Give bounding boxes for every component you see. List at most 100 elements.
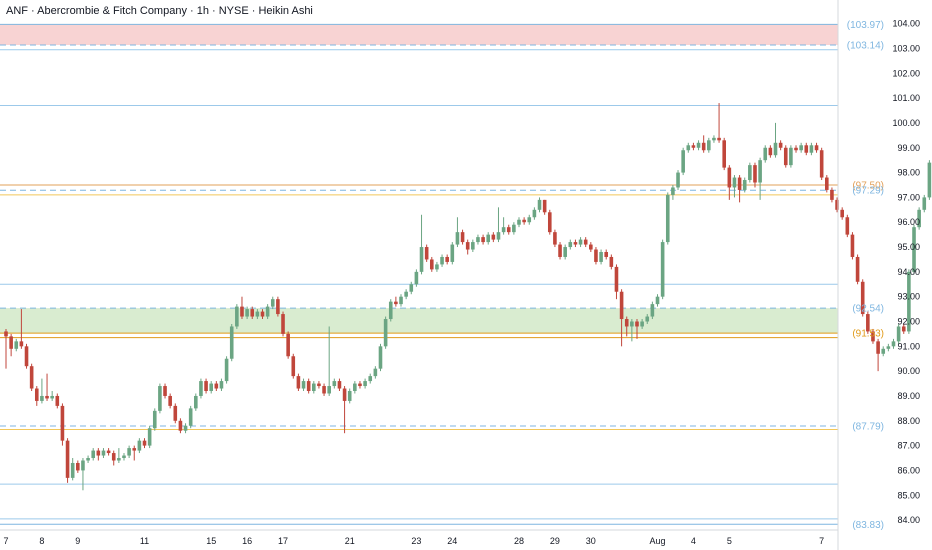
candle <box>830 187 834 203</box>
candle <box>445 254 449 265</box>
candle-body <box>660 242 665 297</box>
candle <box>655 294 660 307</box>
candle <box>896 323 901 344</box>
candle <box>901 323 906 334</box>
candle <box>717 103 721 143</box>
candle-body <box>686 145 691 151</box>
candle <box>388 299 393 322</box>
candle-body <box>891 341 896 347</box>
candle <box>532 207 537 220</box>
candle <box>9 333 13 357</box>
candle <box>794 145 798 153</box>
candle <box>481 234 485 245</box>
candle-body <box>394 301 398 305</box>
candle <box>204 378 208 394</box>
candle-body <box>773 142 778 156</box>
candle-body <box>732 177 737 188</box>
candle <box>681 147 685 176</box>
time-tick-label: 11 <box>140 536 149 546</box>
candle <box>353 381 357 394</box>
candle <box>24 343 29 369</box>
candle-body <box>860 281 865 315</box>
candle <box>281 311 285 337</box>
candle <box>696 140 701 151</box>
candle-body <box>481 237 485 243</box>
time-axis[interactable]: 7 8 9 11 15 16 17 21 23 24 28 29 30 Aug 4 5 7 <box>3 536 824 546</box>
price-tick-label: 104.00 <box>892 19 920 29</box>
chart-title: ANF · Abercrombie & Fitch Company · 1h ·… <box>6 5 313 17</box>
candle <box>337 378 342 392</box>
candle <box>814 142 819 153</box>
candle <box>635 319 639 339</box>
candle-body <box>306 381 311 392</box>
candle-body <box>614 266 619 292</box>
candle <box>34 386 39 406</box>
candle <box>573 239 578 248</box>
candle <box>630 319 634 342</box>
candle-body <box>589 244 593 250</box>
candle-body <box>819 150 824 178</box>
candle-body <box>14 341 19 349</box>
candle <box>70 458 75 481</box>
candle <box>927 160 932 200</box>
candle-body <box>347 391 352 401</box>
candle <box>537 197 542 213</box>
candle-body <box>635 321 639 327</box>
candle-body <box>363 381 367 387</box>
candle-body <box>235 306 239 327</box>
candle-body <box>486 234 491 243</box>
candle <box>327 326 331 396</box>
candle-body <box>440 256 444 265</box>
candle <box>922 194 927 213</box>
candle-body <box>465 242 470 250</box>
candle-body <box>229 326 234 359</box>
candle <box>373 366 378 379</box>
candle <box>188 405 193 429</box>
candle-body <box>840 209 844 218</box>
price-tick-label: 98.00 <box>897 168 920 178</box>
level-label: (87.79) <box>852 422 884 433</box>
candle-body <box>763 147 768 161</box>
candle-body <box>250 309 255 317</box>
candle-body <box>876 341 880 354</box>
price-tick-label: 89.00 <box>897 391 920 401</box>
candle <box>701 135 706 153</box>
candle <box>168 393 172 409</box>
candle-body <box>301 381 306 389</box>
candle-body <box>122 455 126 459</box>
candle-body <box>809 145 814 153</box>
candle-body <box>34 388 39 401</box>
candle <box>758 157 762 200</box>
candle-body <box>445 256 449 262</box>
candle-body <box>4 331 8 337</box>
candle-body <box>630 321 634 327</box>
candle <box>19 309 24 349</box>
candle-body <box>491 234 496 240</box>
candle <box>127 445 131 459</box>
candle-body <box>896 326 901 342</box>
candle-body <box>522 219 526 223</box>
candle-body <box>532 209 537 218</box>
candle-body <box>419 247 424 272</box>
candle-body <box>40 395 44 401</box>
candle <box>419 214 424 275</box>
candle <box>435 261 439 272</box>
candle-body <box>855 256 860 282</box>
candle <box>876 338 880 372</box>
price-axis[interactable]: 104.00 103.00 102.00 101.00 100.00 99.00 98.00… <box>892 19 920 525</box>
candle <box>312 381 316 394</box>
candle <box>65 438 70 483</box>
candle <box>86 455 90 463</box>
candle <box>214 381 219 392</box>
candle-body <box>255 311 260 317</box>
candle <box>712 135 716 143</box>
candle <box>773 122 778 158</box>
candle <box>804 142 809 156</box>
candle-body <box>276 299 280 315</box>
candle <box>778 140 783 151</box>
candle <box>768 145 773 158</box>
candle-body <box>81 460 85 471</box>
candle-body <box>691 145 696 148</box>
candle <box>866 311 870 334</box>
